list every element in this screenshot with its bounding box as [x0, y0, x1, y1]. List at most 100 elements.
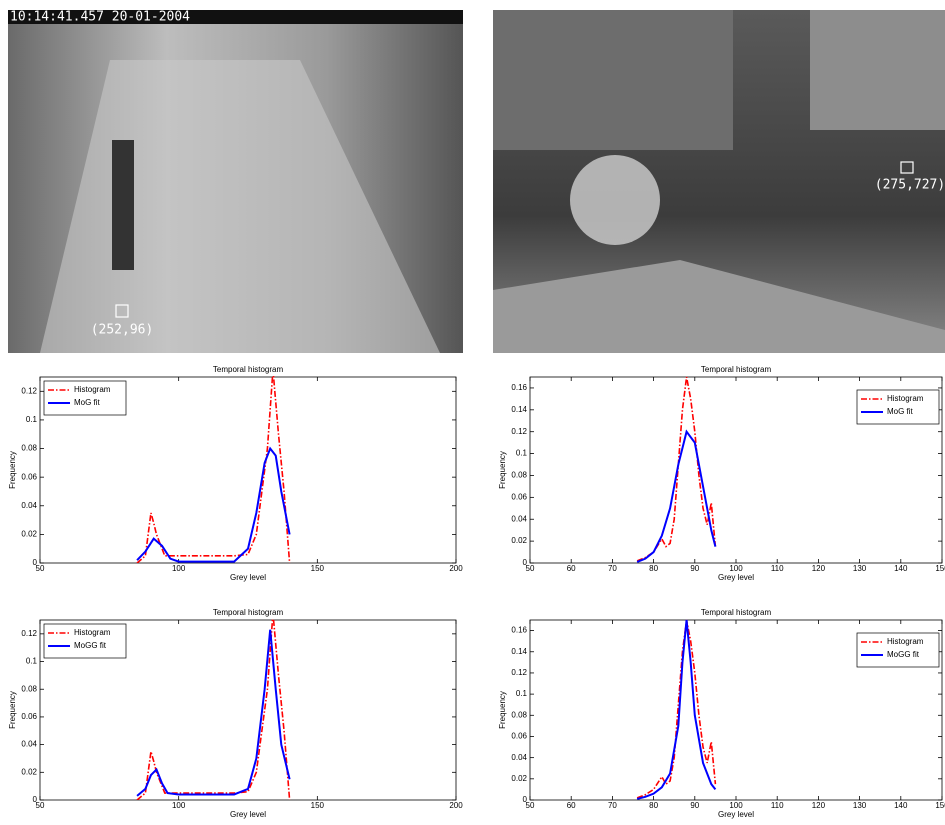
x-tick-label: 50: [526, 564, 535, 573]
series-line: [136, 376, 291, 563]
legend-box: [43, 623, 127, 659]
y-tick-label: 0.1: [26, 657, 38, 666]
y-tick-label: 0.1: [516, 689, 528, 698]
legend-label: MoG fit: [887, 407, 914, 416]
series-line: [136, 446, 291, 563]
y-tick-label: 0.1: [26, 415, 38, 424]
y-axis-label: Frequency: [8, 451, 17, 489]
legend-label: Histogram: [887, 637, 924, 646]
legend-box: [856, 632, 940, 668]
legend-label: Histogram: [887, 394, 924, 403]
x-tick-label: 140: [894, 801, 908, 810]
y-tick-label: 0.08: [511, 471, 527, 480]
y-tick-label: 0: [33, 795, 38, 804]
y-tick-label: 0.02: [511, 536, 527, 545]
x-tick-label: 50: [36, 564, 45, 573]
y-tick-label: 0.02: [511, 774, 527, 783]
y-tick-label: 0.1: [516, 449, 528, 458]
x-tick-label: 80: [649, 801, 658, 810]
y-axis-label: Frequency: [498, 691, 507, 729]
x-tick-label: 200: [449, 564, 463, 573]
legend-label: Histogram: [74, 628, 111, 637]
x-tick-label: 70: [608, 801, 617, 810]
y-tick-label: 0: [523, 795, 528, 804]
x-tick-label: 150: [311, 564, 325, 573]
x-tick-label: 80: [649, 564, 658, 573]
legend-box: [856, 389, 940, 425]
x-tick-label: 130: [853, 801, 867, 810]
y-tick-label: 0.16: [511, 383, 527, 392]
y-tick-label: 0.04: [511, 514, 527, 523]
y-tick-label: 0.08: [21, 444, 37, 453]
series-line: [636, 376, 717, 562]
y-tick-label: 0.06: [21, 472, 37, 481]
x-tick-label: 110: [771, 801, 784, 810]
y-tick-label: 0.12: [511, 668, 527, 677]
y-tick-label: 0.06: [21, 712, 37, 721]
y-axis-label: Frequency: [498, 451, 507, 489]
y-tick-label: 0.12: [511, 427, 527, 436]
x-tick-label: 50: [526, 801, 535, 810]
x-tick-label: 110: [771, 564, 784, 573]
y-tick-label: 0.16: [511, 626, 527, 635]
x-tick-label: 90: [690, 801, 699, 810]
y-tick-label: 0.08: [21, 684, 37, 693]
y-tick-label: 0.14: [511, 647, 527, 656]
x-axis-label: Grey level: [230, 573, 266, 582]
timestamp: 10:14:41.457 20-01-2004: [10, 10, 190, 25]
y-tick-label: 0.02: [21, 529, 37, 538]
x-tick-label: 120: [812, 564, 826, 573]
chart-title: Temporal histogram: [701, 365, 772, 374]
x-axis-label: Grey level: [718, 810, 754, 819]
series-line: [136, 629, 291, 797]
x-tick-label: 100: [729, 564, 743, 573]
chart-title: Temporal histogram: [701, 608, 772, 617]
legend-label: MoG fit: [74, 398, 101, 407]
y-tick-label: 0.02: [21, 767, 37, 776]
x-tick-label: 150: [935, 564, 945, 573]
series-line: [136, 619, 291, 800]
chart-title: Temporal histogram: [213, 365, 284, 374]
chart: 50 100 150 200 0 0.02 0.04 0.06 0.08 0.1 0.12 Tempo…: [8, 608, 463, 819]
legend-label: MoGG fit: [887, 650, 920, 659]
y-tick-label: 0: [523, 558, 528, 567]
y-tick-label: 0.04: [21, 501, 37, 510]
pixel-label: (275,727): [875, 178, 945, 193]
series-line: [636, 619, 717, 799]
x-tick-label: 140: [894, 564, 908, 573]
pixel-label: (252,96): [91, 323, 154, 338]
x-tick-label: 200: [449, 801, 463, 810]
legend-label: MoGG fit: [74, 641, 107, 650]
y-tick-label: 0.04: [511, 753, 527, 762]
x-tick-label: 70: [608, 564, 617, 573]
x-tick-label: 60: [567, 801, 576, 810]
x-axis-label: Grey level: [230, 810, 266, 819]
legend-label: Histogram: [74, 385, 111, 394]
x-tick-label: 120: [812, 801, 826, 810]
x-tick-label: 150: [311, 801, 325, 810]
x-tick-label: 90: [690, 564, 699, 573]
y-tick-label: 0.12: [21, 629, 37, 638]
legend-box: [43, 380, 127, 416]
y-tick-label: 0.12: [21, 386, 37, 395]
x-tick-label: 130: [853, 564, 867, 573]
street-photo: (275,727): [493, 10, 945, 353]
series-line: [636, 619, 717, 800]
y-tick-label: 0.04: [21, 740, 37, 749]
y-tick-label: 0.06: [511, 732, 527, 741]
y-tick-label: 0.08: [511, 710, 527, 719]
x-tick-label: 100: [172, 801, 186, 810]
y-tick-label: 0: [33, 558, 38, 567]
x-axis-label: Grey level: [718, 573, 754, 582]
series-line: [636, 429, 717, 563]
corridor-photo: 10:14:41.457 20-01-2004 (252,96): [8, 10, 463, 353]
y-axis-label: Frequency: [8, 691, 17, 729]
x-tick-label: 150: [935, 801, 945, 810]
x-tick-label: 100: [172, 564, 186, 573]
x-tick-label: 60: [567, 564, 576, 573]
chart-title: Temporal histogram: [213, 608, 284, 617]
chart: 50 60 70 80 90 100 110 120 130 140 150 0 0.02 0.04 0.0…: [498, 608, 945, 819]
x-tick-label: 50: [36, 801, 45, 810]
y-tick-label: 0.14: [511, 405, 527, 414]
